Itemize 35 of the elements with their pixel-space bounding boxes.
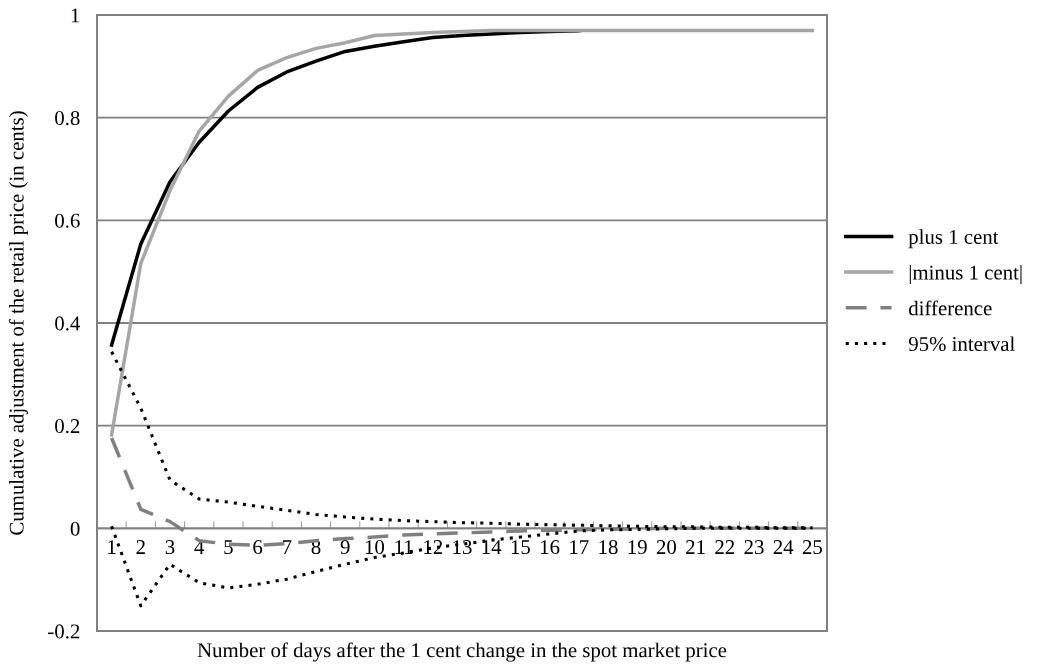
x-tick-label: 11 <box>395 540 413 554</box>
x-tick-label: 2 <box>136 540 145 554</box>
x-tick-label: 23 <box>744 540 764 555</box>
x-tick-label: 9 <box>340 540 350 555</box>
x-tick-label: 1 <box>108 540 116 554</box>
y-axis-title: Cumulative adjustment of the retail price (in cents) <box>8 111 28 535</box>
y-tick-label: 0.4 <box>55 316 81 331</box>
legend-label: difference <box>909 300 992 316</box>
y-tick-label: -0.2 <box>48 624 80 639</box>
legend-label: |minus 1 cent| <box>909 264 1022 284</box>
x-tick-label: 16 <box>541 540 560 555</box>
x-tick-label: 20 <box>656 540 677 555</box>
y-tick-label: 0.8 <box>55 111 80 126</box>
y-tick-label: 0.2 <box>55 419 80 434</box>
x-tick-label: 22 <box>715 540 735 554</box>
legend-label: 95% interval <box>908 336 1015 352</box>
y-tick-label: 0.6 <box>55 213 80 228</box>
legend-label: plus 1 cent <box>908 229 999 249</box>
x-tick-label: 12 <box>424 540 443 554</box>
x-tick-label: 7 <box>282 540 292 554</box>
x-tick-label: 6 <box>253 540 263 555</box>
x-tick-label: 14 <box>482 540 502 554</box>
x-tick-label: 25 <box>802 540 822 555</box>
x-tick-label: 21 <box>686 540 705 554</box>
y-tick-label: 0 <box>70 521 80 536</box>
x-tick-label: 15 <box>511 540 530 555</box>
x-axis-title: Number of days after the 1 cent change in the spot market price <box>197 642 727 662</box>
x-tick-label: 19 <box>628 540 647 555</box>
y-tick-label: 1 <box>71 8 80 23</box>
x-tick-label: 10 <box>365 540 385 555</box>
x-tick-label: 3 <box>165 540 175 555</box>
x-tick-label: 17 <box>570 540 589 554</box>
x-tick-label: 24 <box>773 540 794 554</box>
x-tick-label: 5 <box>224 540 233 555</box>
x-tick-label: 18 <box>599 540 618 555</box>
